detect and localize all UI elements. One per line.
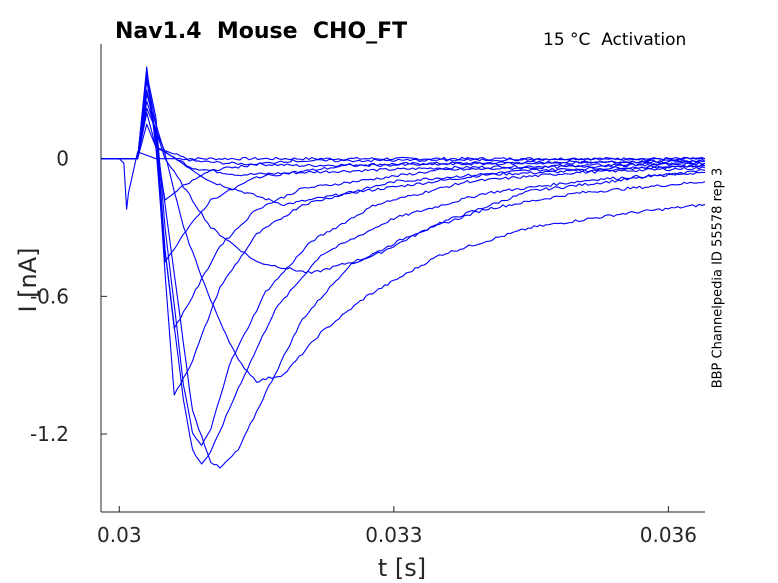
current-traces xyxy=(101,66,706,469)
current-trace-10 xyxy=(101,80,706,396)
x-tick-label: 0.03 xyxy=(97,523,142,547)
current-trace-12 xyxy=(101,70,706,263)
current-trace-5 xyxy=(101,100,706,275)
current-trace-3 xyxy=(101,112,706,177)
current-trace-6 xyxy=(101,93,706,383)
axes xyxy=(100,44,705,513)
x-tick-label: 0.033 xyxy=(365,523,422,547)
chart-title: Nav1.4 Mouse CHO_FT xyxy=(115,19,408,44)
chart-subtitle: 15 °C Activation xyxy=(543,30,687,50)
current-trace-7 xyxy=(101,89,706,469)
y-tick-label: -0.6 xyxy=(30,284,69,308)
x-axis-label: t [s] xyxy=(377,554,427,582)
x-tick-label: 0.036 xyxy=(640,523,697,547)
tick-labels: 0.03 0.033 0.036 0 -0.6 -1.2 xyxy=(30,147,697,547)
current-trace-9 xyxy=(101,73,706,446)
channelpedia-id-label: BBP Channelpedia ID 55578 rep 3 xyxy=(710,167,726,389)
y-tick-label: 0 xyxy=(56,147,69,171)
y-tick-label: -1.2 xyxy=(30,422,69,446)
current-trace-13 xyxy=(101,66,706,201)
y-axis-label: I [nA] xyxy=(14,247,42,313)
current-trace-8 xyxy=(101,77,706,465)
current-trace-11 xyxy=(101,75,706,330)
